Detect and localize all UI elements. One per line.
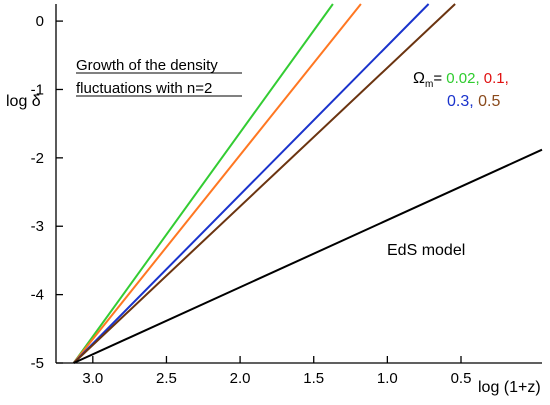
series-line-omega-0.1 [72,3,362,364]
series-line-omega-0.3 [72,3,430,364]
ticks-layer: 3.0 2.5 2.0 1.5 1.0 0.5 0 -1 -2 -3 -4 -5 [31,13,472,387]
legend-equals: = [433,70,446,87]
legend-entry-0.3: 0.3, [447,93,474,110]
y-axis-label: log δ [6,93,41,110]
x-tick-label: 1.5 [303,370,324,387]
chart-title-line-2: fluctuations with n=2 [76,80,212,97]
svg-text:Ωm= 0.02, 0.1,: Ωm= 0.02, 0.1, [413,70,509,90]
x-tick-label: 0.5 [451,370,472,387]
eds-model-annotation: EdS model [387,242,465,259]
legend-omega-subscript: m [425,79,433,90]
legend: Ωm= 0.02, 0.1, 0.3, 0.5 [413,70,509,110]
y-tick-label: -3 [31,218,44,235]
svg-text:0.3, 0.5: 0.3, 0.5 [447,93,500,110]
legend-omega-symbol: Ω [413,70,425,87]
x-tick-label: 2.5 [156,370,177,387]
y-tick-label: -1 [31,81,44,98]
series-line-omega-0.02 [72,3,334,364]
series-line-eds-model [73,148,543,364]
y-tick-label: -4 [31,287,44,304]
y-tick-label: -2 [31,150,44,167]
legend-entry-0.5: 0.5 [478,93,500,110]
x-tick-label: 1.0 [377,370,398,387]
y-tick-label: 0 [36,13,44,30]
x-tick-label: 3.0 [82,370,103,387]
legend-entry-0.02: 0.02, [446,70,479,87]
legend-entry-0.1: 0.1, [484,70,509,87]
y-tick-label: -5 [31,355,44,372]
chart-title-line-1: Growth of the density [76,57,218,74]
x-tick-label: 2.0 [230,370,251,387]
series-layer [72,3,543,364]
x-axis-label: log (1+z) [478,379,541,396]
series-line-omega-0.5 [73,3,456,364]
